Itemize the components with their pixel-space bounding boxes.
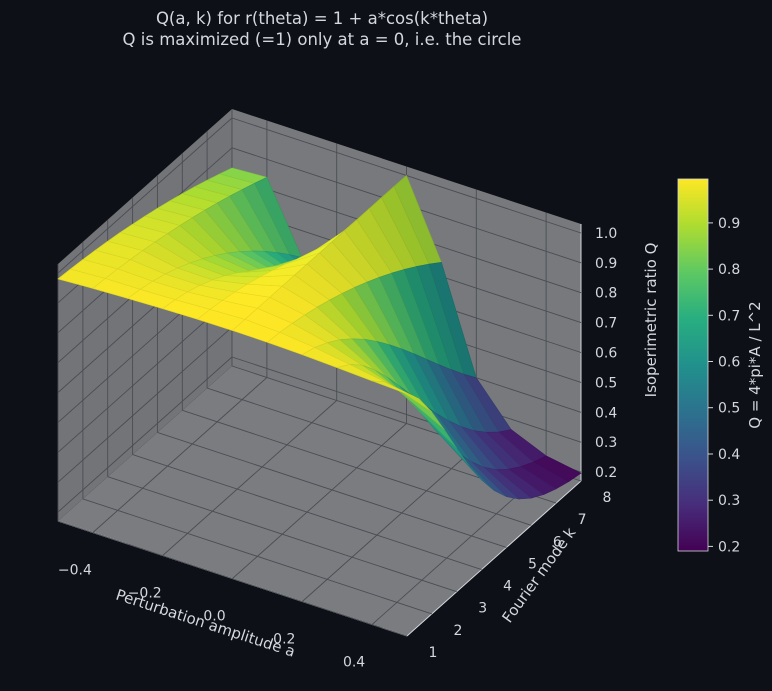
colorbar-tick-label: 0.9: [718, 216, 740, 232]
y-gridline: [132, 454, 482, 571]
colorbar-tick-label: 0.5: [718, 401, 740, 417]
colorbar-label: Q = 4*pi*A / L^2: [746, 301, 764, 428]
x-gridline: [232, 423, 407, 579]
y-tick-label: 1: [429, 645, 438, 661]
z-tick-label: 0.2: [595, 465, 617, 481]
chart-subtitle: Q is maximized (=1) only at a = 0, i.e. …: [123, 30, 522, 49]
z-axis-label: Isoperimetric ratio Q: [642, 243, 660, 398]
chart-title: Q(a, k) for r(theta) = 1 + a*cos(k*theta…: [156, 9, 488, 28]
z-gridline: [57, 117, 233, 274]
colorbar: [677, 178, 709, 552]
colorbar-tick-label: 0.4: [718, 447, 740, 463]
z-tick-label: 0.8: [595, 286, 617, 302]
y-tick-label: 8: [603, 490, 612, 506]
colorbar-tick-label: 0.2: [718, 539, 740, 555]
z-gridline: [57, 356, 233, 513]
y-tick-label: 6: [553, 534, 562, 550]
x-tick-label: 0.2: [273, 632, 295, 648]
colorbar-ticks: 0.2 0.3 0.4 0.5 0.6 0.7 0.8 0.9: [708, 216, 740, 555]
y-gridline: [82, 498, 433, 615]
x-tick-label: −0.2: [128, 586, 162, 602]
z-tick-label: 0.3: [595, 435, 617, 451]
z-tick-label: 0.4: [595, 405, 617, 421]
surface-patch: [371, 380, 420, 400]
z-tick-label: 0.5: [595, 375, 617, 391]
y-gridline: [182, 409, 532, 526]
z-tick-label: 0.9: [595, 256, 617, 272]
x-tick-label: −0.4: [58, 563, 92, 579]
y-axis-line: [406, 480, 582, 637]
surface-mesh: [57, 167, 582, 500]
x-tick-label: 0.4: [343, 655, 365, 671]
z-tick-label: 1.0: [595, 226, 617, 242]
x-gridline: [162, 400, 337, 556]
colorbar-tick-label: 0.6: [718, 355, 740, 371]
y-gridline: [107, 476, 457, 593]
y-tick-label: 2: [453, 623, 462, 639]
z-tick-label: 0.7: [595, 316, 617, 332]
y-tick-label: 4: [503, 579, 512, 595]
y-tick-label: 5: [528, 556, 537, 572]
colorbar-tick-label: 0.8: [718, 262, 740, 278]
y-gridline: [57, 520, 408, 637]
x-axis-label: Perturbation amplitude a: [114, 586, 298, 661]
y-tick-label: 7: [578, 512, 587, 528]
x-gridline: [302, 446, 477, 602]
axis-panes: [57, 109, 582, 637]
y-tick-label: 3: [478, 601, 487, 617]
z-tick-label: 0.6: [595, 346, 617, 362]
colorbar-tick-label: 0.7: [718, 308, 740, 324]
z-gridline: [57, 296, 233, 453]
y-gridline: [157, 431, 507, 548]
x-gridline: [92, 377, 268, 533]
x-tick-label: 0.0: [203, 609, 225, 625]
colorbar-tick-label: 0.3: [718, 493, 740, 509]
z-gridline: [57, 326, 233, 483]
